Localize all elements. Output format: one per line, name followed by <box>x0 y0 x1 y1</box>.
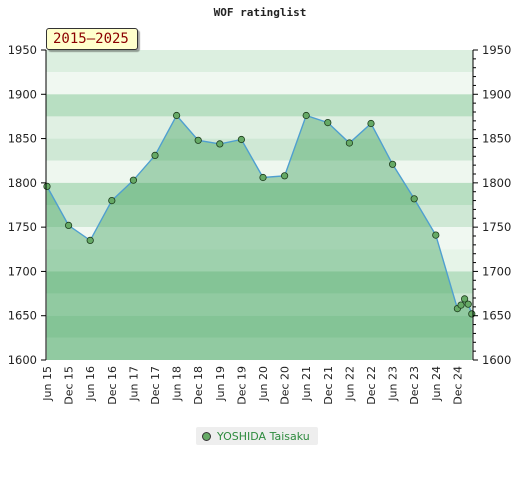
data-point-2024-06[interactable] <box>432 231 440 239</box>
background-band-9 <box>46 249 473 272</box>
x-tick-label: Dec 16 <box>106 366 119 405</box>
background-band-1 <box>46 72 473 95</box>
y-tick-label-right: 1650 <box>482 309 511 323</box>
data-point-2018-12[interactable] <box>194 136 202 144</box>
background-band-6 <box>46 182 473 205</box>
data-point-2025-01[interactable] <box>457 301 465 309</box>
y-tick-label-right: 1700 <box>482 264 511 278</box>
x-axis: Jun 15 Dec 15 Jun 16 Dec 16 Jun 17 Dec 17 Jun … <box>41 366 464 405</box>
x-tick-label: Jun 16 <box>84 366 97 402</box>
data-point-2016-06[interactable] <box>86 236 94 244</box>
rating-markers <box>43 111 476 318</box>
x-tick-label: Dec 19 <box>235 366 248 405</box>
data-point-2018-06[interactable] <box>173 111 181 120</box>
y-tick-label-right: 1600 <box>482 353 511 367</box>
y-axis-right: 1600 1650 1700 1750 1800 1850 1900 1950 <box>473 43 511 367</box>
x-tick-label: Dec 17 <box>149 366 162 405</box>
x-tick-label: Jun 23 <box>387 366 400 402</box>
data-point-2025-02[interactable] <box>460 295 469 303</box>
data-point-2017-06[interactable] <box>129 176 137 184</box>
chart-title: WOF ratinglist <box>213 6 307 19</box>
y-tick-label-left: 1700 <box>8 264 37 278</box>
y-tick-label-right: 1950 <box>482 43 511 57</box>
x-tick-label: Jun 24 <box>430 366 443 402</box>
x-tick-label: Jun 17 <box>127 366 140 402</box>
x-tick-label: Dec 21 <box>322 366 335 405</box>
y-tick-label-left: 1650 <box>8 309 37 323</box>
x-tick-label: Jun 20 <box>257 366 270 402</box>
data-point-2022-12[interactable] <box>367 119 375 128</box>
legend-series-label: YOSHIDA Taisaku <box>217 429 310 443</box>
x-tick-label: Jun 21 <box>300 366 313 402</box>
x-tick-label: Dec 18 <box>192 366 205 405</box>
background-band-3 <box>46 116 473 139</box>
data-point-2021-06[interactable] <box>302 111 310 120</box>
x-tick-label: Dec 20 <box>279 366 292 405</box>
background-bands <box>46 50 473 360</box>
background-band-10 <box>46 271 473 294</box>
legend-marker <box>202 431 211 441</box>
data-point-2020-12[interactable] <box>280 172 289 180</box>
x-tick-label: Dec 24 <box>451 366 464 405</box>
x-tick-label: Dec 15 <box>63 366 76 405</box>
legend[interactable]: YOSHIDA Taisaku <box>196 427 318 445</box>
background-band-13 <box>46 337 473 360</box>
data-point-2020-06[interactable] <box>259 173 267 182</box>
x-tick-label: Jun 19 <box>214 366 227 402</box>
y-tick-label-left: 1600 <box>8 353 37 367</box>
x-tick-label: Jun 22 <box>343 366 356 402</box>
data-point-2019-12[interactable] <box>237 135 245 144</box>
data-point-2017-12[interactable] <box>151 151 159 159</box>
data-point-2023-12[interactable] <box>410 195 418 203</box>
data-point-2022-06[interactable] <box>345 139 353 147</box>
data-point-2021-12[interactable] <box>324 119 332 127</box>
y-axis-left: 1600 1650 1700 1750 1800 1850 1900 1950 <box>8 43 46 367</box>
background-band-11 <box>46 293 473 316</box>
y-tick-label-right: 1850 <box>482 132 511 146</box>
data-point-2015-06[interactable] <box>43 182 51 190</box>
data-point-2025-03[interactable] <box>464 300 472 308</box>
y-tick-label-left: 1800 <box>8 176 37 190</box>
y-tick-label-left: 1900 <box>8 87 37 101</box>
data-point-2016-12[interactable] <box>108 197 116 205</box>
data-point-2015-12[interactable] <box>65 221 73 229</box>
y-tick-label-right: 1750 <box>482 220 511 234</box>
background-band-12 <box>46 315 473 338</box>
background-band-0 <box>46 50 473 73</box>
x-tick-label: Dec 22 <box>365 366 378 405</box>
y-tick-label-left: 1750 <box>8 220 37 234</box>
y-tick-label-left: 1950 <box>8 43 37 57</box>
data-point-2023-06[interactable] <box>388 160 397 168</box>
background-band-7 <box>46 205 473 228</box>
background-band-4 <box>46 138 473 161</box>
background-band-2 <box>46 94 473 117</box>
x-tick-label: Dec 23 <box>408 366 421 405</box>
rating-area <box>47 115 472 360</box>
x-tick-label: Jun 18 <box>171 366 184 402</box>
y-tick-label-left: 1850 <box>8 132 37 146</box>
y-tick-label-right: 1800 <box>482 176 511 190</box>
x-tick-label: Jun 15 <box>41 366 54 402</box>
y-tick-label-right: 1900 <box>482 87 511 101</box>
data-point-2019-06[interactable] <box>216 140 224 148</box>
background-band-8 <box>46 227 473 250</box>
date-range-badge: 2015–2025 <box>46 28 138 50</box>
